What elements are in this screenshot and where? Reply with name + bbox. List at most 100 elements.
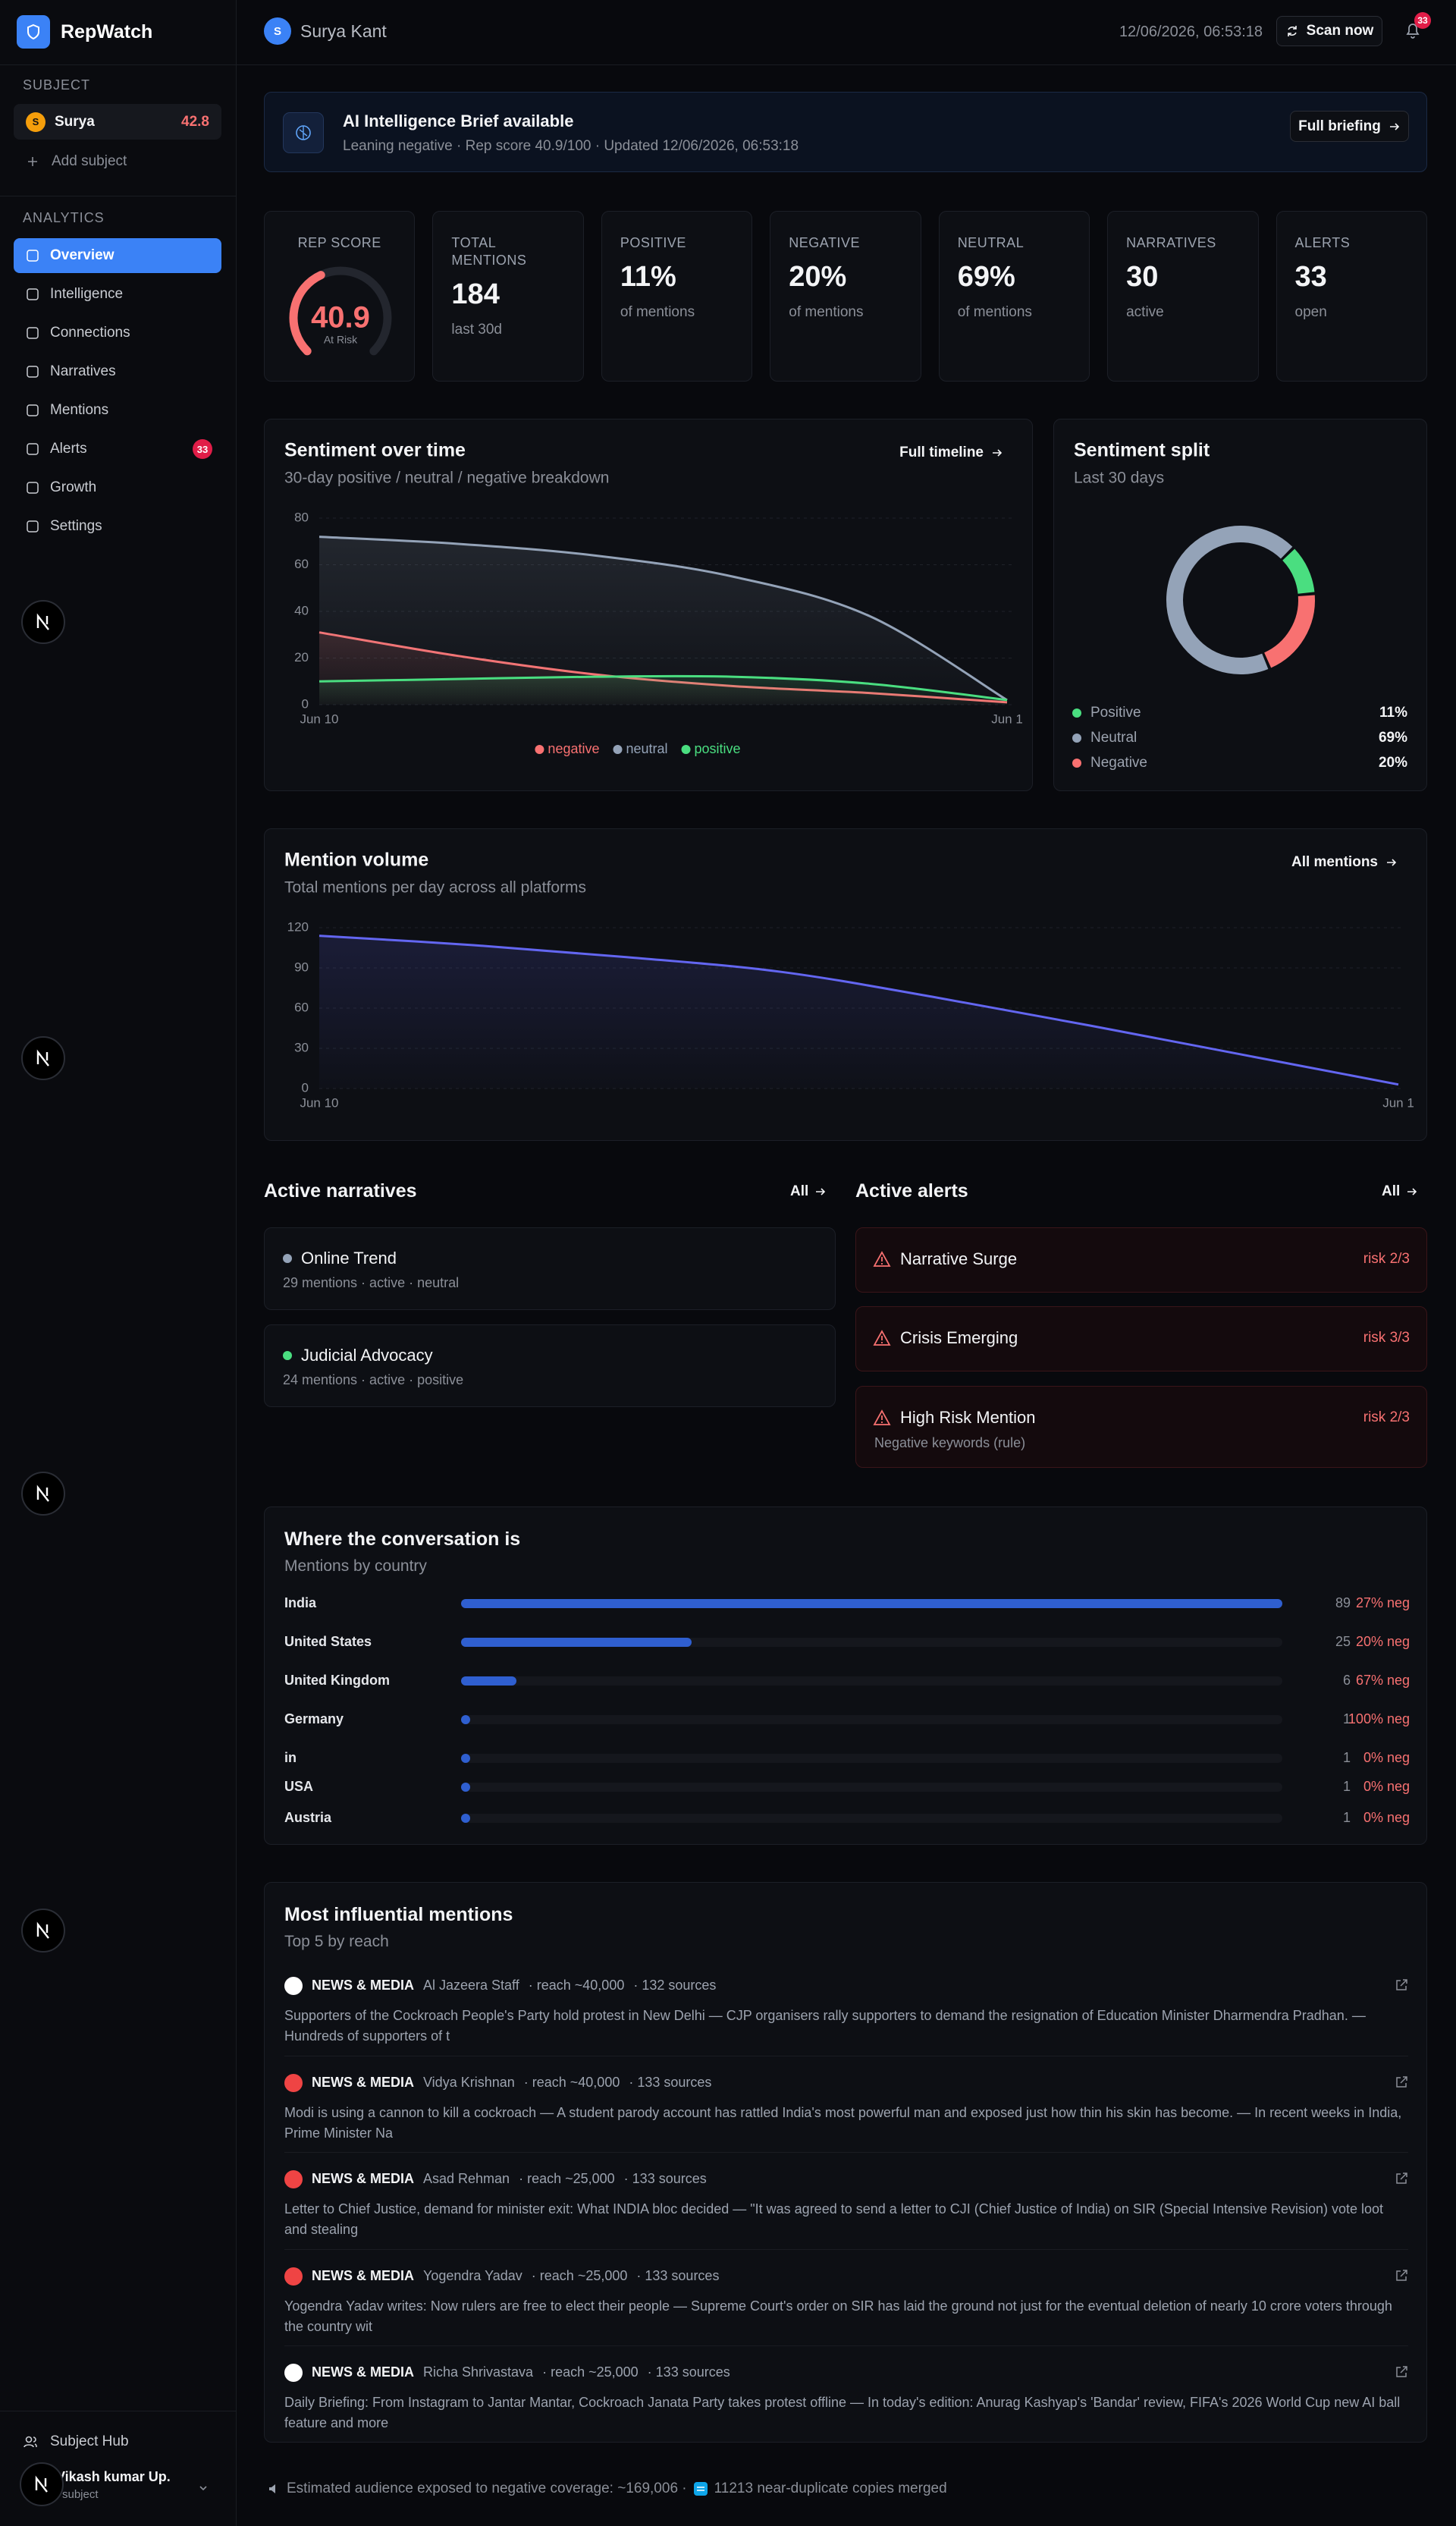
score-gauge: 40.9At Risk (289, 266, 392, 356)
country-name: in (284, 1750, 297, 1765)
alert-card[interactable]: High Risk Mention risk 2/3 Negative keywor… (855, 1386, 1427, 1468)
nav-item[interactable]: Mentions (14, 393, 221, 428)
add-subject-label: Add subject (52, 153, 127, 169)
divider (284, 2345, 1408, 2346)
brief-button[interactable]: Full briefing (1290, 111, 1409, 142)
external-link-icon[interactable] (1395, 1978, 1408, 1992)
external-link-icon[interactable] (1395, 2172, 1408, 2185)
subject-avatar: S (26, 112, 46, 132)
mention-sources: · 133 sources (623, 2171, 707, 2186)
link-label: All (1382, 1183, 1401, 1199)
nav-item[interactable]: Connections (14, 316, 221, 350)
card-link[interactable]: Full timeline (899, 445, 984, 460)
alert-card[interactable]: Narrative Surge risk 2/3 (855, 1227, 1427, 1293)
nav-item[interactable]: Alerts 33 (14, 432, 221, 467)
donut-segment (1166, 526, 1293, 674)
bell-icon[interactable] (1403, 20, 1423, 40)
y-tick-label: 60 (294, 1000, 309, 1014)
card-title: Sentiment over time (284, 440, 466, 461)
scan-button[interactable]: Scan now (1276, 16, 1382, 46)
mention-sources: · 133 sources (629, 2074, 712, 2090)
country-name: USA (284, 1779, 314, 1794)
chevron-icon[interactable] (197, 2482, 209, 2494)
line (318, 536, 1008, 702)
country-count: 25 (1335, 1634, 1351, 1649)
external-link-icon[interactable] (1395, 2269, 1408, 2283)
country-name: United Kingdom (284, 1673, 390, 1688)
narratives-link[interactable]: All (790, 1183, 827, 1200)
external-link-icon[interactable] (1395, 2075, 1408, 2089)
warning-shape (873, 1409, 891, 1425)
narrative-card[interactable]: Judicial Advocacy 24 mentions · active · … (264, 1324, 836, 1407)
subject-hub[interactable]: Subject Hub (23, 2433, 129, 2450)
mention-author: Yogendra Yadav (423, 2267, 522, 2283)
n-icon (36, 613, 49, 630)
legend-swatch (613, 745, 623, 754)
nav-icon (27, 482, 39, 494)
nav-label: Settings (50, 518, 102, 534)
next-indicator[interactable] (21, 1472, 65, 1516)
nav-item[interactable]: Settings (14, 509, 221, 544)
card-subtitle: Mentions by country (284, 1557, 427, 1575)
y-tick-label: 0 (302, 1080, 309, 1095)
narrative-meta: 29 mentions · active · neutral (283, 1275, 460, 1290)
next-indicator[interactable] (21, 600, 65, 644)
stat-card: REP SCORE 40.9 At Risk (264, 211, 416, 382)
next-indicator[interactable] (21, 1036, 65, 1080)
nav-label: Connections (50, 325, 130, 341)
next-indicator[interactable] (20, 2462, 64, 2506)
stat-label: NEGATIVE (789, 235, 860, 250)
brand-logo[interactable] (17, 15, 50, 49)
bar (461, 1599, 1282, 1608)
divider (284, 2248, 1408, 2250)
card-link[interactable]: All mentions (1291, 854, 1378, 870)
divider (0, 64, 237, 65)
mention-reach: · reach ~25,000 (531, 2267, 628, 2283)
alert-card[interactable]: Crisis Emerging risk 3/3 (855, 1306, 1427, 1371)
sentiment-over-time-card: Sentiment over time 30-day positive / neu… (264, 419, 1033, 791)
nav-item[interactable]: Intelligence (14, 277, 221, 312)
user-role: subject (62, 2488, 99, 2501)
legend-label: neutral (626, 741, 667, 756)
brief-subtitle: Leaning negative · Rep score 40.9/100 · … (343, 138, 799, 154)
nav-item[interactable]: Overview (14, 238, 221, 273)
mention-reach: · reach ~40,000 (528, 1978, 625, 1993)
mention-reach: · reach ~25,000 (519, 2171, 615, 2186)
subject-hub-label: Subject Hub (50, 2433, 129, 2449)
narrative-meta: 24 mentions · active · positive (283, 1372, 464, 1387)
legend: negative neutral positive (535, 741, 741, 756)
brief-banner: AI Intelligence Brief available Leaning … (264, 92, 1427, 172)
y-tick-label: 90 (294, 960, 309, 974)
x-tick-label: Jun 10 (300, 1095, 338, 1110)
next-indicator[interactable] (21, 1909, 65, 1953)
country-neg: 0% neg (1363, 1779, 1410, 1794)
nav-item[interactable]: Narratives (14, 354, 221, 389)
nav-item[interactable]: Growth (14, 470, 221, 505)
stat-label: TOTAL MENTIONS (451, 235, 527, 268)
alerts-link[interactable]: All (1382, 1183, 1418, 1200)
header-name: Surya Kant (300, 21, 387, 41)
sentiment-split-chart: Sentiment split Last 30 days Positive 11% Ne… (1072, 440, 1407, 771)
subject-item[interactable]: S Surya 42.8 (14, 104, 221, 140)
stat-label: POSITIVE (620, 235, 686, 250)
legend-swatch (1072, 734, 1081, 743)
donut-segment (1263, 595, 1315, 668)
legend-value: 69% (1379, 730, 1407, 746)
nav-icon (27, 250, 39, 262)
stat-card: NEUTRAL 69% of mentions (938, 211, 1090, 382)
n-icon (35, 2475, 48, 2493)
y-tick-label: 80 (294, 510, 309, 524)
stat-value: 33 (1294, 261, 1327, 293)
country-neg: 0% neg (1363, 1810, 1410, 1825)
refresh-icon (1287, 26, 1297, 36)
country-neg: 67% neg (1355, 1673, 1410, 1688)
brief-button-label: Full briefing (1298, 118, 1381, 134)
narrative-card[interactable]: Online Trend 29 mentions · active · neutr… (264, 1227, 836, 1310)
country-count: 1 (1342, 1750, 1351, 1765)
line (318, 674, 1008, 702)
sidebar: RepWatch SUBJECT S Surya 42.8 Add subjec… (0, 0, 237, 2526)
icon-shape (27, 288, 39, 300)
mention-category: NEWS & MEDIA (312, 2171, 414, 2186)
add-subject[interactable]: Add subject (26, 153, 127, 170)
external-link-icon[interactable] (1395, 2365, 1408, 2379)
